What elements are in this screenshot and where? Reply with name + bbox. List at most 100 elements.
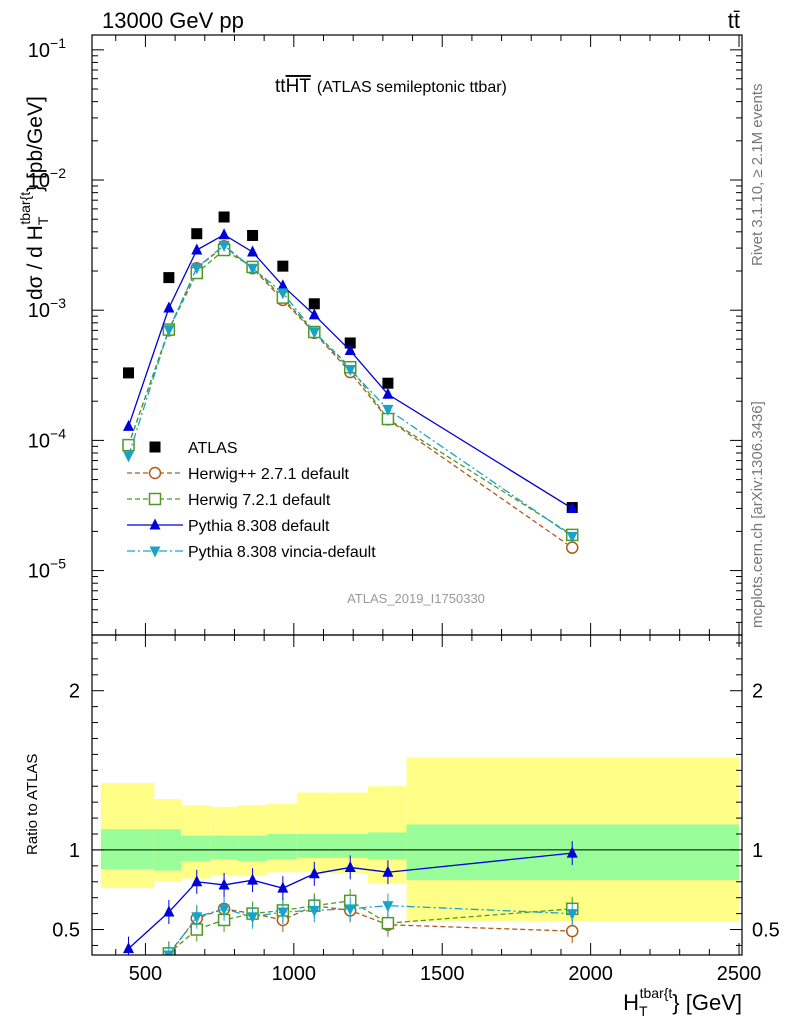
ratio-point xyxy=(218,904,230,916)
series-point xyxy=(382,387,394,399)
data-point xyxy=(344,337,356,349)
series-point xyxy=(566,531,578,543)
ratio-line xyxy=(128,852,573,950)
stat-uncertainty-band xyxy=(100,829,155,870)
ratio-point xyxy=(382,865,394,877)
data-point xyxy=(247,229,259,241)
mcplots-label: mcplots.cern.ch [arXiv:1306.3436] xyxy=(749,401,766,628)
ratio-xlabel-sup: tbar{t xyxy=(640,985,673,1001)
ratio-pythia-8-308-default xyxy=(123,841,578,955)
legend-item-herwig-2-7-1-default: Herwig++ 2.7.1 default xyxy=(127,466,350,483)
stat-uncertainty-band xyxy=(181,835,211,862)
ratio-point xyxy=(565,924,579,938)
data-point xyxy=(382,377,394,389)
ratio-point xyxy=(381,916,395,930)
series-point xyxy=(191,263,203,275)
main-y-tick-label: 10−3 xyxy=(28,295,66,322)
ratio-line xyxy=(167,904,573,955)
ratio-point xyxy=(344,860,356,872)
data-point xyxy=(163,272,175,284)
series-point xyxy=(123,451,135,463)
ratio-xlabel-sub: T xyxy=(639,1003,648,1019)
legend-item-pythia-8-308-default: Pythia 8.308 default xyxy=(127,518,330,535)
x-tick-label: 1000 xyxy=(272,963,317,985)
series-point xyxy=(382,404,394,416)
ratio-y-tick-label-right: 0.5 xyxy=(752,920,780,942)
analysis-watermark: ATLAS_2019_I1750330 xyxy=(347,591,485,606)
ratio-point xyxy=(218,878,230,890)
ratio-point xyxy=(277,881,289,893)
legend-label: Herwig 7.2.1 default xyxy=(188,492,331,509)
data-point xyxy=(191,228,203,240)
series-point xyxy=(566,501,578,513)
main-y-tick-label: 10−4 xyxy=(28,425,66,452)
ratio-y-tick-label-left: 1 xyxy=(69,840,80,862)
main-series xyxy=(122,211,579,554)
legend: ATLAS Herwig++ 2.7.1 default Herwig 7.2.1 … xyxy=(127,440,376,561)
legend-marker xyxy=(149,441,161,453)
main-ylabel-sup: tbar{t xyxy=(17,192,33,225)
legend-marker xyxy=(149,546,161,558)
legend-marker xyxy=(149,518,161,530)
data-point xyxy=(218,211,230,223)
series-point xyxy=(218,240,230,252)
legend-marker xyxy=(148,492,162,506)
ratio-y-tick-label-left: 2 xyxy=(69,681,80,703)
legend-label: ATLAS xyxy=(188,440,238,457)
series-pythia-8-308-vincia-default xyxy=(123,240,578,543)
series-point xyxy=(123,419,135,431)
ratio-point xyxy=(277,907,289,919)
ratio-line xyxy=(164,904,573,955)
series-point xyxy=(163,325,175,337)
plot-title-main: tt xyxy=(275,76,286,97)
stat-uncertainty-band xyxy=(267,834,297,860)
series-point xyxy=(247,263,259,275)
series-line xyxy=(127,249,573,536)
ratio-y-tick-label-left: 0.5 xyxy=(52,920,80,942)
series-point xyxy=(344,365,356,377)
main-ylabel: dσ / d HTtbar{t} [pb/GeV] xyxy=(17,96,51,300)
ratio-point xyxy=(191,875,203,887)
ratio-pythia-8-308-vincia-default xyxy=(163,893,578,955)
ratio-xlabel-b: } [GeV] xyxy=(672,990,742,1015)
legend-label: Pythia 8.308 default xyxy=(188,518,330,535)
legend-item-herwig-7-2-1-default: Herwig 7.2.1 default xyxy=(127,492,331,509)
ratio-point xyxy=(344,904,356,916)
plot-title-sub: (ATLAS semileptonic ttbar) xyxy=(317,79,507,96)
stat-uncertainty-band xyxy=(210,835,238,860)
legend-marker xyxy=(148,466,162,480)
main-y-tick-label: 10−2 xyxy=(28,165,66,192)
main-y-tick-label: 10−1 xyxy=(28,35,66,62)
rivet-label: Rivet 3.1.10, ≥ 2.1M events xyxy=(749,84,766,267)
total-uncertainty-band xyxy=(296,792,330,873)
ratio-line xyxy=(160,900,573,955)
series-line xyxy=(127,244,573,537)
stat-uncertainty-band xyxy=(368,832,407,860)
ratio-xlabel: HTtbar{t} [GeV] xyxy=(623,985,742,1019)
legend-item-pythia-8-308-vincia-default: Pythia 8.308 vincia-default xyxy=(127,544,376,561)
series-point xyxy=(565,541,579,554)
main-y-tick-label: 10−5 xyxy=(28,556,66,583)
ratio-point xyxy=(163,905,175,917)
ratio-point xyxy=(247,873,259,885)
x-tick-label: 2000 xyxy=(568,963,613,985)
ratio-ylabel: Ratio to ATLAS xyxy=(24,754,41,855)
stat-uncertainty-band xyxy=(329,834,369,858)
series-point xyxy=(191,243,203,255)
series-point xyxy=(308,327,320,339)
series-line xyxy=(127,233,573,510)
stat-uncertainty-band xyxy=(296,834,330,858)
main-ylabel-sub: T xyxy=(35,216,51,225)
ratio-point xyxy=(191,912,203,924)
header-energy: 13000 GeV pp xyxy=(102,8,244,33)
series-point xyxy=(344,344,356,356)
legend-label: Pythia 8.308 vincia-default xyxy=(188,544,376,561)
stat-uncertainty-band xyxy=(237,835,268,862)
series-point xyxy=(163,301,175,313)
series-point xyxy=(247,245,259,257)
data-point xyxy=(123,367,135,379)
ratio-point xyxy=(247,912,259,924)
ratio-y-tick-label-right: 1 xyxy=(752,840,763,862)
ratio-point xyxy=(308,905,320,917)
